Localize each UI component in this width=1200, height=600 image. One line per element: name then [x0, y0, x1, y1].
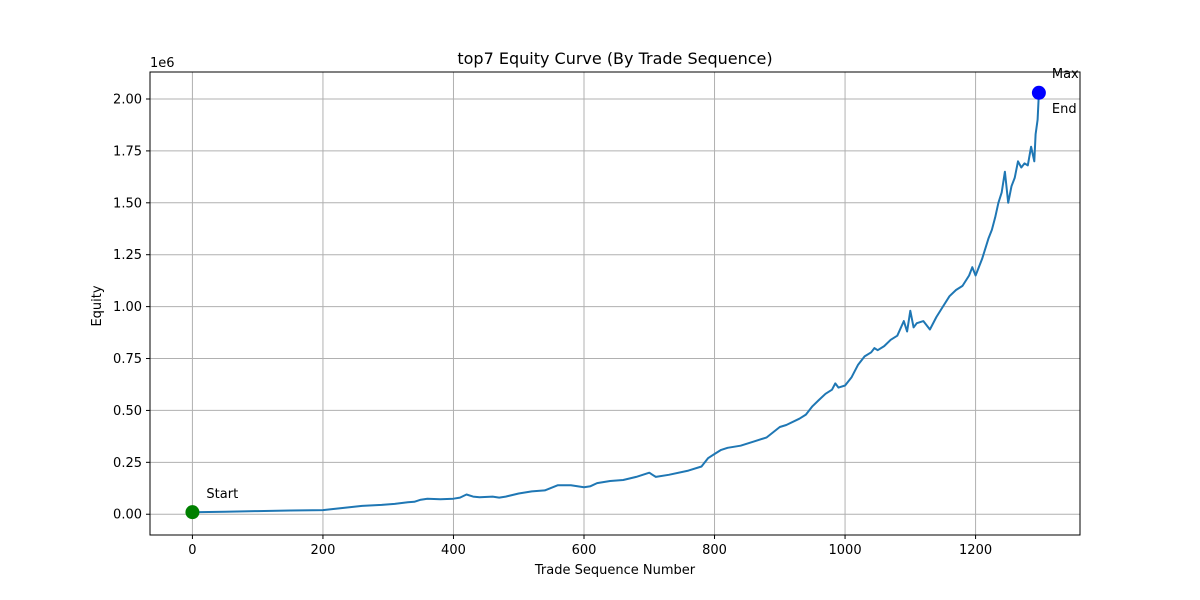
x-tick-label: 400 [441, 543, 466, 558]
y-tick-label: 1.75 [113, 144, 142, 159]
x-tick-label: 800 [702, 543, 727, 558]
grid [150, 72, 1080, 535]
y-tick-label: 0.00 [113, 508, 142, 523]
y-tick-label: 1.00 [113, 300, 142, 315]
x-axis-label: Trade Sequence Number [534, 563, 696, 578]
y-axis-ticks: 0.00 0.25 0.50 0.75 1.00 1.25 1.50 1.75 2.00 [113, 92, 150, 523]
marker-max [1031, 85, 1046, 100]
equity-line [192, 92, 1040, 514]
annotation-layer: Start Max End [206, 67, 1079, 502]
marker-layer [185, 85, 1046, 520]
x-tick-label: 200 [311, 543, 336, 558]
marker-start [185, 505, 200, 520]
x-tick-label: 1200 [959, 543, 992, 558]
y-tick-label: 1.25 [113, 248, 142, 263]
y-axis-label: Equity [90, 285, 105, 326]
y-tick-label: 2.00 [113, 92, 142, 107]
plot-area-frame [149, 71, 1081, 536]
y-tick-label: 0.75 [113, 352, 142, 367]
y-tick-label: 0.50 [113, 404, 142, 419]
x-tick-label: 600 [572, 543, 597, 558]
x-tick-label: 1000 [829, 543, 862, 558]
x-tick-label: 0 [188, 543, 196, 558]
y-tick-label: 0.25 [113, 456, 142, 471]
y-axis-exponent: 1e6 [150, 56, 175, 71]
chart-title: top7 Equity Curve (By Trade Sequence) [457, 49, 772, 68]
annotation-start: Start [206, 487, 238, 502]
annotation-max: Max [1052, 67, 1079, 82]
x-axis-ticks: 0 200 400 600 800 1000 1200 [188, 535, 992, 558]
y-tick-label: 1.50 [113, 196, 142, 211]
annotation-end: End [1052, 102, 1077, 117]
series-layer [192, 92, 1040, 514]
